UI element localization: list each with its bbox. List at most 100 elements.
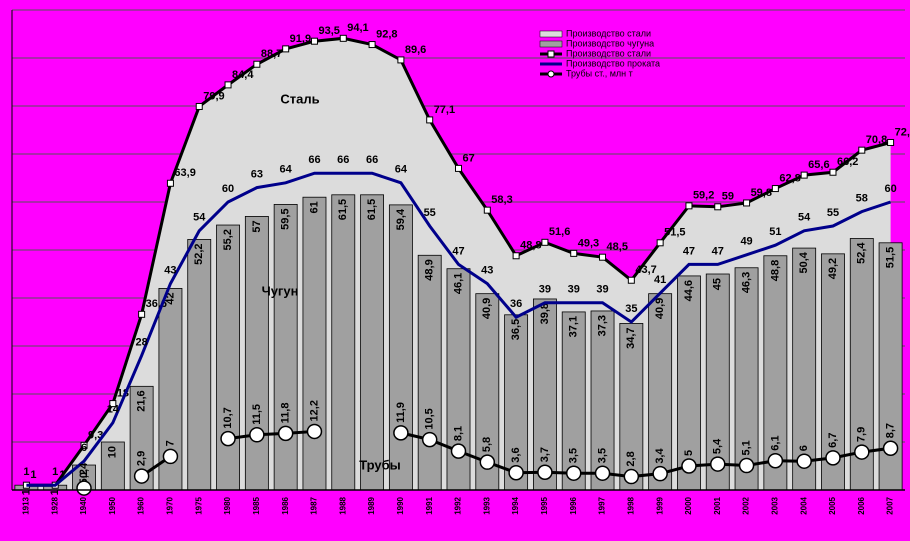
- bar: [273, 203, 298, 491]
- x-tick-label: 2004: [799, 496, 808, 514]
- rolled-label: 14: [107, 404, 120, 416]
- bar-label: 59,5: [280, 208, 292, 229]
- rolled-label: 47: [683, 245, 695, 257]
- pipes-marker: [652, 465, 668, 482]
- steel-marker: [80, 441, 88, 449]
- bar-label: 49,2: [827, 258, 839, 279]
- steel-label: 59,2: [693, 190, 714, 202]
- rolled-label: 36: [510, 298, 522, 310]
- pipes-label: 5,1: [740, 440, 752, 455]
- pipes-label: 7,9: [856, 427, 868, 442]
- rolled-label: 58: [856, 193, 868, 205]
- steel-label: 49,3: [578, 237, 599, 249]
- pipes-label: 5,8: [481, 437, 493, 452]
- x-tick-label: 1999: [655, 496, 664, 514]
- rolled-label: 54: [193, 212, 206, 224]
- steel-marker: [368, 41, 376, 49]
- rolled-label: 54: [798, 212, 811, 224]
- pipes-marker: [162, 448, 179, 465]
- bar-label: 40,9: [481, 298, 493, 319]
- x-tick-label: 1913: [22, 496, 31, 514]
- x-tick-label: 1970: [166, 496, 175, 514]
- bar-label: 48,8: [769, 260, 781, 281]
- steel-label: 63,9: [174, 167, 195, 179]
- steel-label: 48,8: [520, 240, 541, 252]
- steel-label: 77,1: [434, 104, 455, 116]
- steel-marker: [512, 252, 520, 260]
- pipes-label: 0,4: [78, 462, 90, 478]
- pipes-marker: [76, 480, 92, 496]
- x-tick-label: 1985: [252, 496, 261, 514]
- steel-label: 62,8: [779, 172, 800, 184]
- x-tick-label: 2001: [713, 496, 722, 514]
- x-tick-label: 1996: [569, 496, 578, 514]
- rolled-label: 1: [52, 466, 58, 478]
- bar: [244, 215, 269, 491]
- steel-marker: [397, 56, 405, 64]
- pipes-marker: [393, 425, 409, 441]
- rolled-label: 43: [481, 265, 493, 277]
- steel-label: 59,8: [751, 187, 772, 199]
- bar: [331, 194, 356, 491]
- legend-label: Производство стали: [566, 28, 651, 38]
- steel-marker: [627, 276, 635, 284]
- x-tick-label: 1986: [281, 496, 290, 514]
- bar: [388, 204, 413, 491]
- bar-label: 21,6: [136, 390, 148, 411]
- bar-label: 55,2: [222, 229, 234, 250]
- legend-label: Производство проката: [566, 58, 660, 68]
- x-tick-label: 1950: [108, 496, 117, 514]
- pipes-marker: [450, 443, 467, 459]
- pipes-marker: [249, 427, 265, 443]
- pipes-label: 3,5: [568, 448, 580, 463]
- pipes-marker: [767, 452, 784, 469]
- rolled-label: 51: [769, 226, 781, 238]
- rolled-label: 60: [884, 183, 896, 195]
- steel-label: 43,7: [635, 264, 656, 276]
- steel-label: 92,8: [376, 28, 397, 40]
- pipes-label: 3,4: [654, 448, 666, 464]
- pipes-marker: [537, 464, 553, 480]
- pipes-marker: [277, 425, 294, 442]
- rolled-label: 39: [596, 284, 608, 296]
- bar: [417, 254, 442, 491]
- steel-label: 88,7: [261, 48, 282, 60]
- bar-label: 50,4: [798, 251, 810, 273]
- pipes-label: 8,1: [452, 426, 464, 441]
- pipes-marker: [421, 431, 438, 448]
- x-tick-label: 1988: [338, 496, 347, 514]
- x-tick-label: 2003: [770, 496, 779, 514]
- pipes-marker: [710, 456, 726, 472]
- rolled-label: 43: [164, 265, 176, 277]
- pipes-label: 10,7: [222, 407, 234, 428]
- rolled-label: 39: [539, 284, 551, 296]
- steel-label: 67: [463, 152, 475, 164]
- bar-label: 42: [164, 292, 176, 304]
- pipes-marker: [738, 457, 755, 474]
- steel-label: 72,4: [895, 126, 910, 138]
- steel-label: 93,5: [318, 25, 339, 37]
- bar-label: 52,4: [856, 242, 868, 264]
- pipes-marker: [623, 468, 640, 485]
- steel-label: 84,4: [232, 69, 254, 81]
- steel-label: 59: [722, 191, 734, 203]
- steel-marker: [656, 239, 664, 247]
- x-tick-label: 2002: [742, 496, 751, 514]
- bar: [360, 194, 385, 491]
- x-tick-label: 1994: [511, 496, 520, 514]
- x-tick-label: 1928: [50, 496, 59, 514]
- steel-marker: [541, 238, 549, 246]
- rolled-label: 66: [337, 154, 349, 166]
- x-tick-label: 1998: [626, 496, 635, 514]
- steel-label: 58,3: [491, 194, 512, 206]
- x-tick-label: 1960: [137, 496, 146, 514]
- steel-label: 51,6: [549, 226, 570, 238]
- bar-label: 46,1: [452, 273, 464, 294]
- x-tick-label: 1980: [223, 496, 232, 514]
- pipes-label: 3,6: [510, 447, 522, 462]
- rolled-label: 39: [568, 284, 580, 296]
- steel-marker: [455, 164, 462, 172]
- pipes-label: 11,8: [280, 403, 292, 424]
- legend-label: Производство чугуна: [566, 38, 654, 48]
- x-tick-label: 2007: [886, 496, 895, 514]
